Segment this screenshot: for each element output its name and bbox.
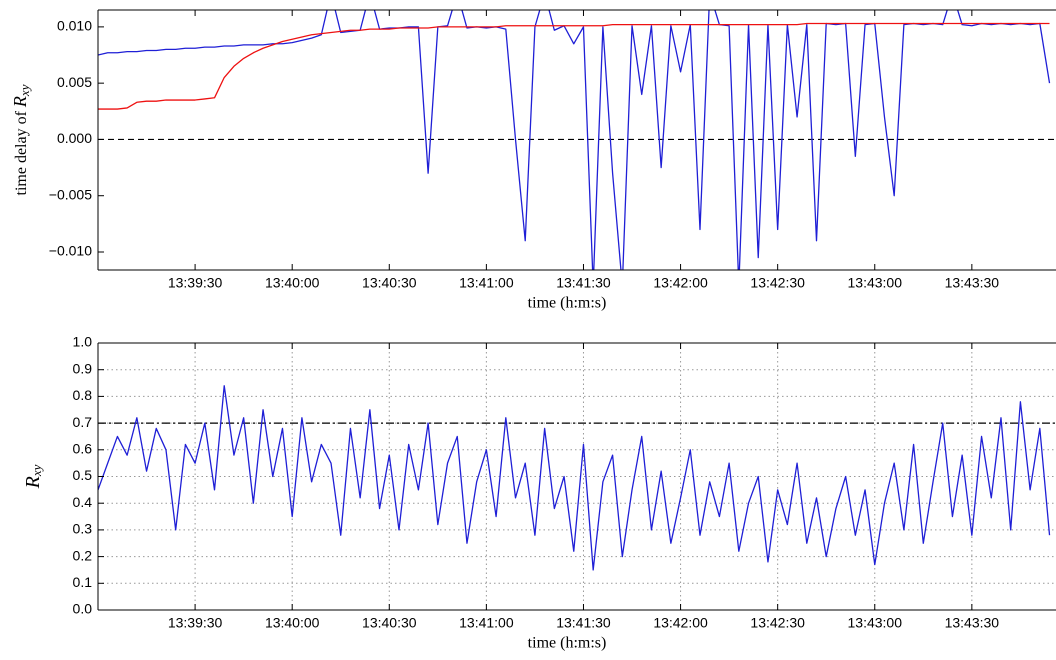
x-tick-label: 13:42:00 — [653, 275, 708, 291]
plot-area — [98, 343, 1056, 610]
x-tick-label: 13:41:00 — [459, 615, 514, 631]
x-tick-label: 13:43:30 — [945, 615, 1000, 631]
x-axis-label: time (h:m:s) — [528, 635, 607, 652]
data-line — [98, 10, 1051, 270]
x-tick-label: 13:40:00 — [265, 615, 320, 631]
x-tick-label: 13:39:30 — [168, 275, 223, 291]
y-tick-label: 0.8 — [73, 387, 93, 403]
y-tick-label: 0.005 — [57, 74, 92, 90]
y-tick-label: 0.000 — [57, 130, 92, 146]
y-tick-label: 0.5 — [73, 467, 93, 483]
x-tick-label: 13:41:30 — [556, 615, 611, 631]
x-tick-label: 13:39:30 — [168, 615, 223, 631]
y-tick-label: 0.010 — [57, 18, 92, 34]
data-line — [98, 22, 1050, 110]
y-tick-label: −0.010 — [49, 243, 92, 259]
x-tick-label: 13:41:00 — [459, 275, 514, 291]
x-tick-label: 13:40:00 — [265, 275, 320, 291]
x-tick-label: 13:43:00 — [848, 615, 903, 631]
y-axis-label-subscript: xy — [17, 84, 32, 97]
x-tick-label: 13:43:00 — [848, 275, 903, 291]
y-axis-label-symbol: R — [22, 476, 44, 489]
y-axis-label: Rxy — [22, 464, 44, 489]
y-tick-label: 0.9 — [73, 360, 93, 376]
x-tick-label: 13:42:30 — [750, 615, 805, 631]
y-tick-label: 0.4 — [73, 494, 93, 510]
data-line — [98, 385, 1051, 571]
x-tick-label: 13:42:00 — [653, 615, 708, 631]
y-axis-label-text: time delay of — [13, 107, 30, 195]
y-axis-label-symbol: R — [10, 96, 30, 108]
x-tick-label: 13:41:30 — [556, 275, 611, 291]
x-axis-label: time (h:m:s) — [528, 295, 607, 312]
y-tick-label: 0.3 — [73, 521, 93, 537]
y-axis-label: time delay of Rxy — [10, 84, 32, 195]
y-axis-label-subscript: xy — [29, 464, 44, 477]
y-tick-label: 0.0 — [73, 601, 93, 617]
x-tick-label: 13:43:30 — [945, 275, 1000, 291]
x-tick-label: 13:40:30 — [362, 615, 417, 631]
x-tick-label: 13:42:30 — [750, 275, 805, 291]
y-tick-label: 0.6 — [73, 441, 93, 457]
y-tick-label: 0.7 — [73, 414, 93, 430]
plot-area — [98, 10, 1056, 270]
x-tick-label: 13:40:30 — [362, 275, 417, 291]
y-tick-label: 0.1 — [73, 574, 93, 590]
y-tick-label: 0.2 — [73, 547, 93, 563]
y-tick-label: 1.0 — [73, 334, 93, 350]
y-tick-label: −0.005 — [49, 186, 92, 202]
